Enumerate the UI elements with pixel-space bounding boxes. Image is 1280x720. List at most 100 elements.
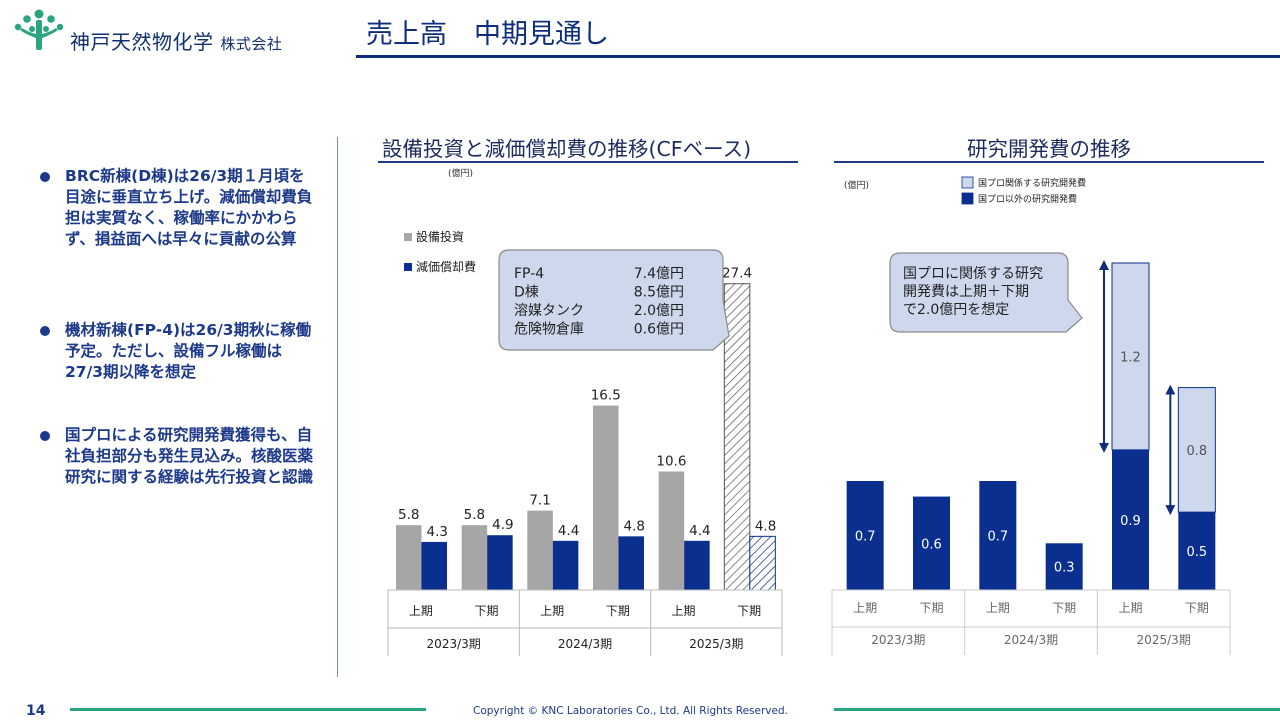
data-label: 4.4 xyxy=(689,523,710,539)
callout-text: 開発費は上期＋下期 xyxy=(903,284,1029,300)
x-tick-label: 上期 xyxy=(540,604,564,618)
callout-item: FP-4 xyxy=(514,266,544,282)
x-group-label: 2025/3期 xyxy=(1137,633,1191,647)
x-tick-label: 上期 xyxy=(853,601,877,615)
x-tick-label: 上期 xyxy=(409,604,433,618)
x-group-label: 2025/3期 xyxy=(689,637,743,651)
capex-bar xyxy=(593,405,619,590)
x-tick-label: 下期 xyxy=(1052,601,1076,615)
legend-label: 国プロ以外の研究開発費 xyxy=(978,193,1077,205)
legend-swatch xyxy=(404,263,412,271)
rd-national-project-bar xyxy=(1111,262,1150,451)
depreciation-bar xyxy=(618,536,644,590)
page-title: 売上高 中期見通し xyxy=(366,19,609,50)
company-logo xyxy=(14,9,64,50)
copyright-text: Copyright © KNC Laboratories Co., Ltd. A… xyxy=(473,705,788,717)
callout-text: 国プロに関係する研究 xyxy=(903,266,1043,282)
x-tick-label: 上期 xyxy=(1118,601,1142,615)
data-label: 0.7 xyxy=(987,530,1008,545)
x-tick-label: 上期 xyxy=(671,604,695,618)
bullet-dot-icon xyxy=(40,172,50,182)
x-tick-label: 下期 xyxy=(474,604,498,618)
data-label: 0.5 xyxy=(1186,545,1207,560)
legend-swatch xyxy=(961,176,974,189)
legend-swatch xyxy=(961,192,974,205)
depreciation-bar xyxy=(684,540,710,590)
section-divider xyxy=(337,137,338,677)
callout-item: 溶媒タンク xyxy=(514,303,584,319)
callout-item: D棟 xyxy=(514,285,539,301)
page-number: 14 xyxy=(26,703,46,719)
data-label: 4.8 xyxy=(624,518,645,534)
rd-other-bar xyxy=(913,496,950,590)
data-label: 4.9 xyxy=(492,517,513,533)
rd-national-project-bar xyxy=(1177,387,1216,513)
legend-label: 減価償却費 xyxy=(416,259,476,274)
capex-chart-title: 設備投資と減価償却費の推移(CFベース) xyxy=(382,137,752,161)
callout-amount: 7.4億円 xyxy=(634,266,684,282)
company-suffix: 株式会社 xyxy=(220,35,283,53)
capex-bar xyxy=(658,471,685,590)
data-label: 4.4 xyxy=(558,523,579,539)
legend-label: 国プロ関係する研究開発費 xyxy=(978,177,1086,189)
capex-bar xyxy=(527,510,553,590)
bullet-dot-icon xyxy=(40,326,50,336)
x-group-label: 2024/3期 xyxy=(1004,633,1058,647)
bullet-item: 国プロによる研究開発費獲得も、自社負担部分も発生見込み。核酸医薬研究に関する経験… xyxy=(40,425,315,488)
depreciation-bar xyxy=(552,540,579,590)
x-group-label: 2023/3期 xyxy=(427,637,481,651)
data-label: 4.8 xyxy=(755,518,776,534)
capex-callout-box xyxy=(498,249,730,351)
x-tick-label: 下期 xyxy=(919,601,943,615)
data-label: 7.1 xyxy=(529,493,550,509)
callout-text: で2.0億円を想定 xyxy=(903,302,1009,318)
x-group-label: 2024/3期 xyxy=(558,637,612,651)
capex-bar xyxy=(396,525,422,590)
depreciation-bar xyxy=(487,535,513,590)
depreciation-bar xyxy=(749,535,776,591)
bullet-item: 機材新棟(FP-4)は26/3期秋に稼働予定。ただし、設備フル稼働は27/3期以… xyxy=(40,320,315,383)
data-label: 0.6 xyxy=(921,537,942,552)
callout-amount: 8.5億円 xyxy=(634,285,684,301)
footer-rule-left xyxy=(70,708,426,711)
legend-label: 設備投資 xyxy=(416,229,464,244)
x-tick-label: 下期 xyxy=(606,604,630,618)
depreciation-bar xyxy=(421,541,447,590)
data-label: 10.6 xyxy=(656,454,686,470)
data-label: 0.9 xyxy=(1120,514,1141,529)
rd-unit-label: (億円) xyxy=(844,179,869,191)
capex-unit-label: (億円) xyxy=(448,167,473,179)
company-name: 神戸天然物化学 株式会社 xyxy=(70,30,283,54)
rd-other-bar xyxy=(1112,449,1149,590)
data-label: 5.8 xyxy=(398,507,419,523)
rd-other-bar xyxy=(1178,512,1216,590)
footer-rule-right xyxy=(834,708,1280,711)
x-tick-label: 下期 xyxy=(737,604,761,618)
x-group-label: 2023/3期 xyxy=(871,633,925,647)
data-label: 16.5 xyxy=(591,388,621,404)
data-label: 5.8 xyxy=(464,507,485,523)
x-tick-label: 上期 xyxy=(986,601,1010,615)
rd-other-bar xyxy=(846,481,884,590)
title-rule xyxy=(356,55,1280,58)
rd-other-bar xyxy=(979,481,1017,590)
x-tick-label: 下期 xyxy=(1185,601,1209,615)
data-label: 0.7 xyxy=(855,530,876,545)
bullet-item: BRC新棟(D棟)は26/3期１月頃を目途に垂直立ち上げ。減価償却費負担は実質な… xyxy=(40,166,315,250)
data-label: 0.8 xyxy=(1186,444,1207,459)
rd-chart-title: 研究開発費の推移 xyxy=(967,137,1131,161)
data-label: 0.3 xyxy=(1054,561,1075,576)
legend-swatch xyxy=(404,233,412,241)
capex-title-rule xyxy=(378,161,798,163)
bullet-dot-icon xyxy=(40,431,50,441)
callout-amount: 2.0億円 xyxy=(634,303,684,319)
data-label: 27.4 xyxy=(722,266,752,282)
rd-other-bar xyxy=(1045,543,1083,590)
callout-item: 危険物倉庫 xyxy=(514,321,584,338)
rd-title-rule xyxy=(834,161,1264,163)
rd-callout-box xyxy=(889,252,1083,333)
capex-bar xyxy=(461,525,488,590)
data-label: 1.2 xyxy=(1120,350,1141,365)
data-label: 4.3 xyxy=(427,524,448,540)
